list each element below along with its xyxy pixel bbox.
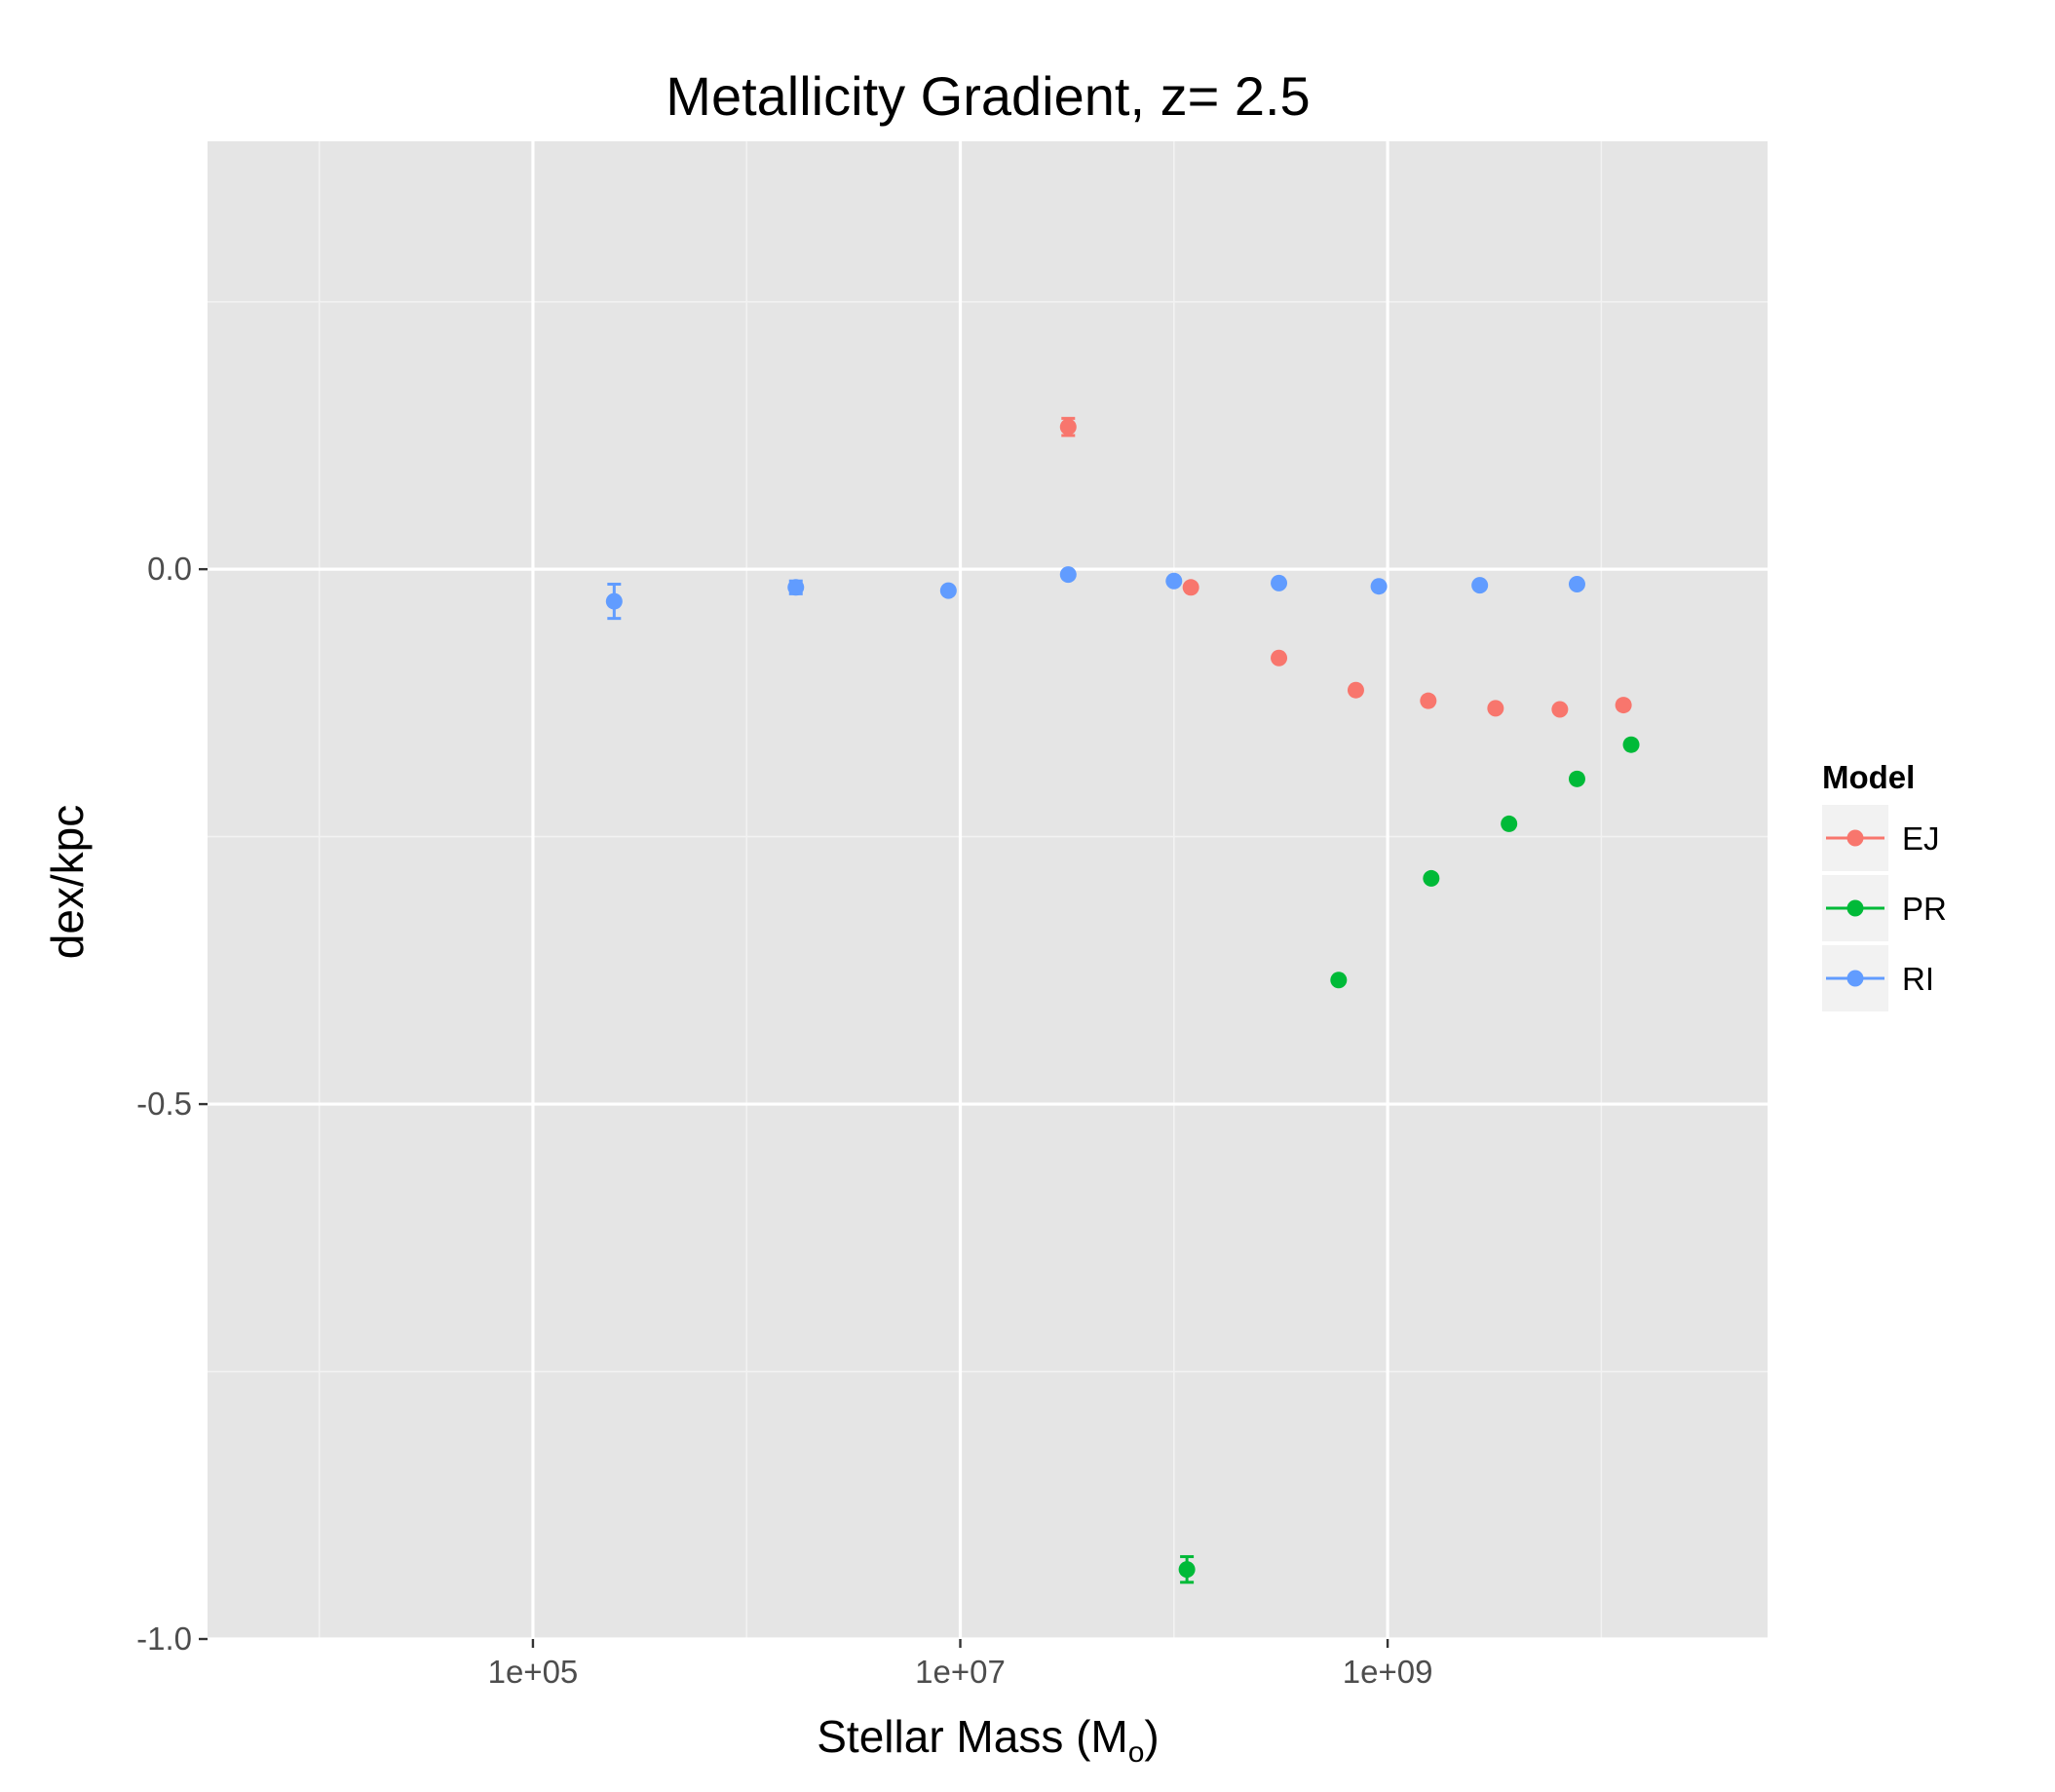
x-axis-label-main: Stellar Mass (M — [817, 1711, 1127, 1762]
data-point — [1471, 577, 1489, 594]
data-point — [1420, 692, 1437, 709]
data-point — [1423, 869, 1440, 887]
x-tick-label: 1e+07 — [915, 1654, 1006, 1690]
plot-panel-background — [208, 141, 1768, 1639]
data-point — [1501, 815, 1518, 832]
series-ej — [1059, 416, 1632, 718]
legend-label-ri: RI — [1902, 961, 1934, 997]
data-point — [1551, 701, 1569, 718]
data-point — [1271, 649, 1288, 667]
x-tick-label: 1e+09 — [1343, 1654, 1433, 1690]
legend-key-point — [1846, 970, 1864, 987]
y-axis-label: dex/kpc — [42, 805, 93, 960]
data-point — [1330, 972, 1348, 989]
legend-key-point — [1846, 829, 1864, 847]
axes: 1e+05 1e+07 1e+09 0.0 -0.5 -1.0 — [136, 551, 1432, 1690]
legend: Model EJ PR RI — [1822, 759, 1947, 1011]
data-point — [787, 579, 805, 596]
data-point — [1622, 736, 1640, 753]
y-tick-label: 0.0 — [147, 551, 192, 587]
x-axis-label: Stellar Mass (Mo) — [817, 1711, 1160, 1769]
data-point — [1271, 574, 1288, 591]
data-point — [605, 592, 623, 610]
data-point — [1615, 697, 1632, 714]
data-point — [1059, 566, 1077, 584]
chart-title: Metallicity Gradient, z= 2.5 — [666, 65, 1310, 127]
data-point — [1178, 1561, 1196, 1579]
data-point — [1059, 418, 1077, 436]
data-point — [1182, 579, 1199, 596]
data-point — [1370, 578, 1388, 595]
y-tick-label: -1.0 — [136, 1620, 192, 1657]
x-axis-label-subscript: o — [1128, 1736, 1145, 1769]
data-point — [1347, 681, 1364, 699]
legend-key-point — [1846, 899, 1864, 917]
x-tick-label: 1e+05 — [488, 1654, 579, 1690]
data-point — [1165, 572, 1183, 590]
legend-label-pr: PR — [1902, 891, 1947, 927]
plot-panel — [208, 141, 1768, 1639]
data-point — [939, 582, 957, 599]
series-pr — [1178, 736, 1640, 1584]
y-tick-label: -0.5 — [136, 1086, 192, 1122]
legend-title: Model — [1822, 759, 1915, 795]
data-point — [1487, 700, 1504, 717]
data-point — [1568, 770, 1585, 787]
grid-lines — [208, 141, 1768, 1641]
legend-label-ej: EJ — [1902, 820, 1940, 857]
x-axis-label-close: ) — [1144, 1711, 1159, 1762]
data-point — [1568, 576, 1585, 593]
series-ri — [605, 566, 1585, 621]
data-points — [605, 416, 1640, 1584]
